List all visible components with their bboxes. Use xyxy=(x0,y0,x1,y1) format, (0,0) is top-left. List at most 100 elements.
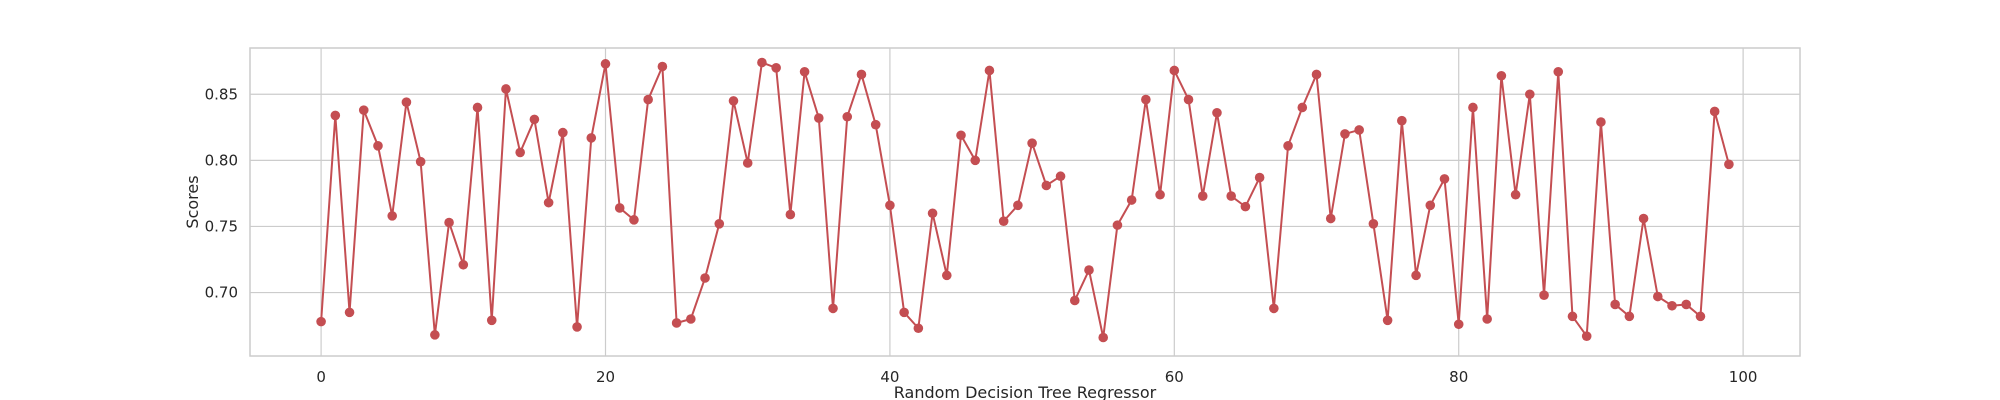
data-point xyxy=(785,209,796,220)
data-point xyxy=(1667,300,1677,311)
data-point xyxy=(330,110,341,121)
data-point xyxy=(486,315,497,326)
data-point xyxy=(1638,213,1649,224)
data-point xyxy=(970,155,981,166)
data-point xyxy=(515,147,525,158)
data-point xyxy=(885,200,895,211)
data-point xyxy=(1141,94,1151,105)
data-point xyxy=(629,215,639,225)
data-point xyxy=(387,211,398,221)
data-point xyxy=(941,270,952,281)
data-point xyxy=(671,318,682,328)
data-point xyxy=(316,316,326,327)
data-point xyxy=(714,219,725,229)
data-point xyxy=(1027,138,1037,148)
data-point xyxy=(1354,125,1364,135)
data-point xyxy=(614,203,625,213)
data-point xyxy=(1240,201,1251,212)
data-point xyxy=(558,127,568,138)
data-point xyxy=(1653,291,1663,302)
data-point xyxy=(1055,171,1066,182)
data-point xyxy=(1695,311,1706,322)
data-point xyxy=(1197,191,1208,201)
data-point xyxy=(1581,331,1592,341)
x-axis-ticks: 0 20 40 60 80 100 xyxy=(316,368,1757,386)
data-point xyxy=(1311,69,1322,80)
data-point xyxy=(344,307,355,318)
data-point xyxy=(1468,102,1478,113)
series-points xyxy=(316,57,1734,343)
data-point xyxy=(543,197,554,208)
data-point xyxy=(700,273,710,283)
x-tick-label: 0 xyxy=(316,368,326,386)
data-point xyxy=(472,102,483,113)
data-point xyxy=(529,114,540,125)
data-point xyxy=(1567,311,1578,322)
data-point xyxy=(913,323,924,334)
data-point xyxy=(1226,191,1236,201)
data-point xyxy=(1340,129,1350,139)
data-point xyxy=(1297,102,1308,113)
data-point xyxy=(856,69,867,80)
data-point xyxy=(1681,299,1692,310)
y-tick-label: 0.75 xyxy=(205,217,238,235)
data-point xyxy=(1368,219,1379,229)
data-point xyxy=(1724,159,1734,170)
data-point xyxy=(501,84,511,94)
data-point xyxy=(956,130,966,141)
data-point xyxy=(1169,65,1180,76)
data-point xyxy=(1283,141,1293,151)
data-point xyxy=(771,63,781,73)
data-point xyxy=(1482,314,1492,324)
data-point xyxy=(1084,265,1094,275)
data-point xyxy=(1269,303,1279,314)
y-axis-label: Scores xyxy=(183,175,202,228)
data-point xyxy=(586,133,597,143)
x-tick-label: 80 xyxy=(1449,368,1468,386)
data-point xyxy=(1539,290,1549,300)
data-point xyxy=(757,57,767,68)
x-tick-label: 20 xyxy=(596,368,615,386)
data-point xyxy=(799,66,810,77)
x-tick-label: 40 xyxy=(880,368,899,386)
data-point xyxy=(828,303,838,314)
data-point xyxy=(373,141,383,151)
data-point xyxy=(686,314,696,324)
data-point xyxy=(899,307,909,318)
data-point xyxy=(430,330,440,340)
data-point xyxy=(1397,115,1407,126)
data-point xyxy=(1041,180,1052,191)
data-point xyxy=(1610,299,1620,310)
data-point xyxy=(1013,200,1023,211)
x-tick-label: 100 xyxy=(1729,368,1758,386)
data-point xyxy=(401,97,412,107)
x-axis-label: Random Decision Tree Regressor xyxy=(894,383,1157,400)
data-point xyxy=(1553,66,1564,77)
data-point xyxy=(1425,200,1436,211)
y-tick-label: 0.70 xyxy=(205,284,238,302)
y-axis-ticks: 0.70 0.75 0.80 0.85 xyxy=(205,85,238,301)
data-point xyxy=(657,61,668,72)
x-tick-label: 60 xyxy=(1165,368,1184,386)
y-tick-label: 0.80 xyxy=(205,151,238,169)
data-point xyxy=(1411,270,1421,281)
data-point xyxy=(1126,195,1137,205)
data-point xyxy=(1069,295,1080,306)
data-point xyxy=(998,216,1009,226)
data-point xyxy=(1596,117,1606,127)
data-point xyxy=(728,96,739,106)
data-point xyxy=(1510,189,1521,200)
data-point xyxy=(458,259,469,270)
series-line xyxy=(320,61,1730,340)
data-point xyxy=(1254,172,1265,183)
data-point xyxy=(1212,107,1222,118)
data-point xyxy=(572,322,582,332)
data-point xyxy=(1098,332,1109,343)
data-point xyxy=(415,156,426,167)
grid-lines xyxy=(250,48,1800,356)
data-point xyxy=(1525,89,1535,100)
data-point xyxy=(1439,174,1450,184)
data-point xyxy=(1496,70,1507,81)
data-point xyxy=(927,208,938,219)
